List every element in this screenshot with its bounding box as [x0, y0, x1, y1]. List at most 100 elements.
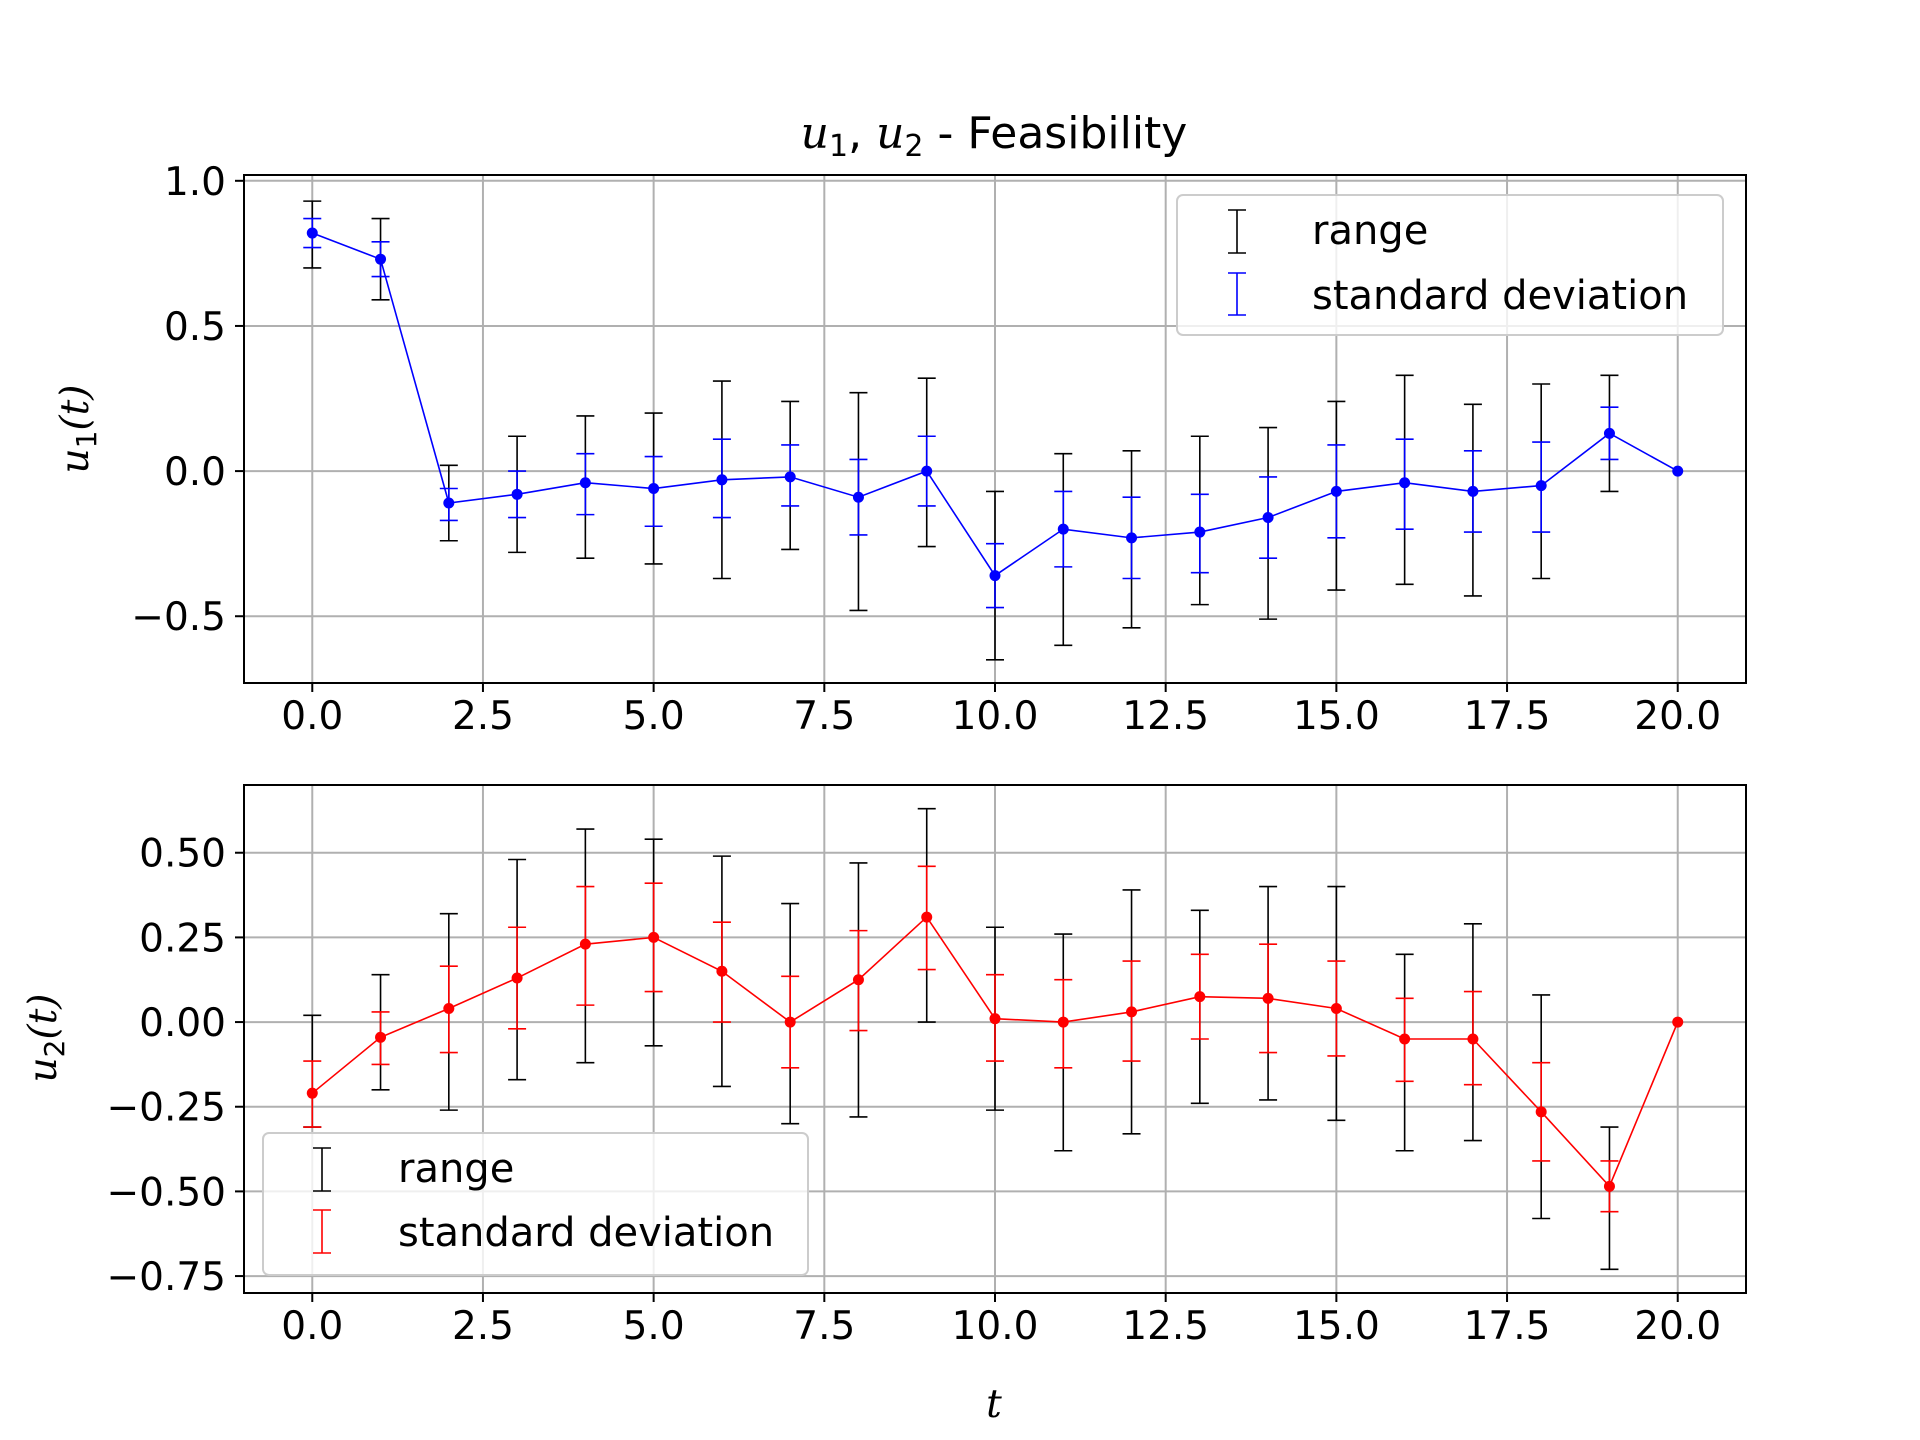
bottom-legend-box	[262, 1132, 809, 1276]
bottom-plot-panel: 0.0 2.5 5.0 7.5 10.0 12.5 15.0 17.5 20.0 0.50 0.25…	[21, 784, 1747, 1427]
top-data-point	[306, 227, 318, 239]
bottom-data-point	[1194, 991, 1206, 1003]
bottom-ytick-label: 0.50	[139, 832, 226, 877]
bottom-ytick-label: −0.50	[106, 1170, 226, 1215]
top-xtick-label: 20.0	[1634, 694, 1721, 739]
top-ytick-label: 1.0	[164, 160, 226, 205]
top-data-point	[1057, 523, 1069, 535]
bottom-legend: range standard deviation	[262, 1132, 809, 1276]
top-legend-box	[1176, 194, 1724, 336]
bottom-data-point	[1126, 1006, 1138, 1018]
top-data-point	[1330, 485, 1342, 497]
top-data-point	[1603, 427, 1615, 439]
figure-title: u1, u2 - Feasibility	[801, 108, 1188, 164]
top-xtick-label: 12.5	[1122, 694, 1209, 739]
bottom-data-point	[1603, 1180, 1615, 1192]
top-legend-std-label: standard deviation	[1312, 273, 1688, 319]
bottom-xtick-label: 5.0	[623, 1304, 685, 1349]
top-ticks: 0.0 2.5 5.0 7.5 10.0 12.5 15.0 17.5 20.0 1.0 0.5 0.…	[131, 160, 1721, 739]
bottom-series	[306, 911, 1684, 1192]
bottom-ylabel-sub: 2	[38, 1040, 71, 1058]
title-rest: - Feasibility	[924, 108, 1188, 159]
bottom-data-point	[1672, 1016, 1684, 1028]
bottom-legend-range-label: range	[398, 1146, 514, 1192]
bottom-data-point	[306, 1087, 318, 1099]
top-errorbars	[303, 200, 1619, 661]
top-ytick-label: 0.0	[164, 450, 226, 495]
bottom-data-point	[989, 1013, 1001, 1025]
bottom-xtick-label: 15.0	[1293, 1304, 1380, 1349]
title-sub2: 2	[904, 129, 923, 164]
bottom-legend-std-marker	[313, 1209, 331, 1254]
bottom-data-point	[852, 974, 864, 986]
top-ytick-label: 0.5	[164, 305, 226, 350]
bottom-ytick-label: 0.25	[139, 916, 226, 961]
top-data-point	[989, 570, 1001, 582]
top-xtick-label: 7.5	[793, 694, 855, 739]
top-ylabel: u1(t)	[53, 384, 103, 473]
top-data-point	[511, 488, 523, 500]
bottom-ytick-label: 0.00	[139, 1001, 226, 1046]
top-data-point	[716, 474, 728, 486]
top-plot-panel: 0.0 2.5 5.0 7.5 10.0 12.5 15.0 17.5 20.0 1.0 0.5 0.…	[53, 160, 1747, 739]
top-data-point	[1126, 532, 1138, 544]
top-series	[306, 227, 1684, 582]
bottom-ytick-label: −0.25	[106, 1086, 226, 1131]
bottom-data-point	[1262, 992, 1274, 1004]
top-legend-range-marker	[1228, 209, 1246, 254]
bottom-xtick-label: 7.5	[793, 1304, 855, 1349]
bottom-data-point	[1535, 1106, 1547, 1118]
bottom-ylabel-u: u	[21, 1057, 66, 1082]
bottom-xtick-label: 17.5	[1464, 1304, 1551, 1349]
title-sub1: 1	[829, 129, 848, 164]
bottom-xlabel: t	[986, 1382, 1002, 1427]
top-ylabel-u: u	[53, 448, 98, 473]
bottom-ticks: 0.0 2.5 5.0 7.5 10.0 12.5 15.0 17.5 20.0 0.50 0.25…	[106, 832, 1721, 1349]
bottom-data-point	[716, 965, 728, 977]
bottom-ylabel-rest: (t)	[21, 993, 66, 1039]
top-xtick-label: 5.0	[623, 694, 685, 739]
top-data-point	[648, 483, 660, 495]
bottom-ylabel: u2(t)	[21, 993, 71, 1082]
top-xtick-label: 10.0	[952, 694, 1039, 739]
top-data-point	[443, 497, 455, 509]
bottom-data-point	[648, 931, 660, 943]
bottom-data-point	[511, 972, 523, 984]
top-data-point	[375, 253, 387, 265]
top-legend-range-label: range	[1312, 208, 1428, 254]
top-ytick-label: −0.5	[131, 595, 226, 640]
top-xtick-label: 0.0	[281, 694, 343, 739]
bottom-xtick-label: 2.5	[452, 1304, 514, 1349]
bottom-xtick-label: 20.0	[1634, 1304, 1721, 1349]
bottom-data-point	[1057, 1016, 1069, 1028]
top-data-point	[1262, 512, 1274, 524]
bottom-xtick-label: 0.0	[281, 1304, 343, 1349]
bottom-legend-range-marker	[313, 1147, 331, 1192]
top-data-point	[579, 477, 591, 489]
top-data-point	[921, 465, 933, 477]
top-data-point	[1535, 480, 1547, 492]
bottom-data-point	[443, 1003, 455, 1015]
top-data-point	[1194, 526, 1206, 538]
title-u2: u	[876, 108, 904, 159]
bottom-data-point	[1330, 1003, 1342, 1015]
top-xtick-label: 15.0	[1293, 694, 1380, 739]
top-legend: range standard deviation	[1176, 194, 1724, 336]
top-data-point	[784, 471, 796, 483]
top-data-point	[1467, 485, 1479, 497]
top-ylabel-rest: (t)	[53, 384, 98, 430]
top-xtick-label: 2.5	[452, 694, 514, 739]
bottom-data-point	[579, 938, 591, 950]
bottom-data-point	[1399, 1033, 1411, 1045]
top-xtick-label: 17.5	[1464, 694, 1551, 739]
title-u1: u	[801, 108, 829, 159]
top-ylabel-sub: 1	[70, 431, 103, 449]
bottom-xtick-label: 10.0	[952, 1304, 1039, 1349]
bottom-data-point	[784, 1016, 796, 1028]
bottom-data-point	[1467, 1033, 1479, 1045]
title-comma: ,	[848, 108, 876, 159]
bottom-data-point	[921, 911, 933, 923]
bottom-data-point	[375, 1031, 387, 1043]
top-data-point	[1672, 465, 1684, 477]
